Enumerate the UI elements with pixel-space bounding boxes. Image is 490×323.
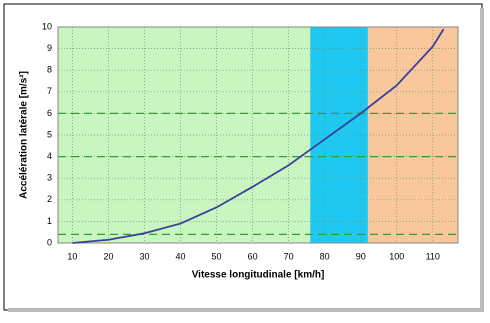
y-tick-label: 0: [47, 237, 52, 247]
x-tick-label: 110: [426, 251, 440, 261]
band: [310, 27, 368, 243]
y-tick-label: 2: [47, 194, 52, 204]
y-tick-label: 8: [47, 65, 52, 75]
x-tick-label: 90: [356, 251, 366, 261]
y-tick-label: 10: [42, 21, 52, 31]
y-tick-label: 3: [47, 173, 52, 183]
x-tick-label: 60: [248, 251, 258, 261]
y-axis-title: Accélération latérale [m/s²]: [19, 71, 30, 199]
x-tick-label: 20: [103, 251, 113, 261]
y-tick-label: 4: [47, 151, 52, 161]
frame-shadow: [8, 308, 484, 312]
frame-shadow: [480, 8, 484, 312]
x-tick-label: 40: [176, 251, 186, 261]
x-tick-label: 50: [212, 251, 222, 261]
y-tick-label: 7: [47, 86, 52, 96]
plot-border: [57, 26, 459, 244]
y-tick-label: 6: [47, 108, 52, 118]
y-tick-label: 1: [47, 216, 52, 226]
data-line: [72, 28, 445, 244]
x-tick-label: 30: [139, 251, 149, 261]
x-axis-title: Vitesse longitudinale [km/h]: [192, 270, 325, 281]
x-tick-label: 100: [389, 251, 404, 261]
x-tick-label: 10: [67, 251, 77, 261]
y-tick-label: 9: [47, 43, 52, 53]
x-tick-label: 80: [320, 251, 330, 261]
x-tick-label: 70: [284, 251, 294, 261]
y-tick-label: 5: [47, 129, 52, 139]
